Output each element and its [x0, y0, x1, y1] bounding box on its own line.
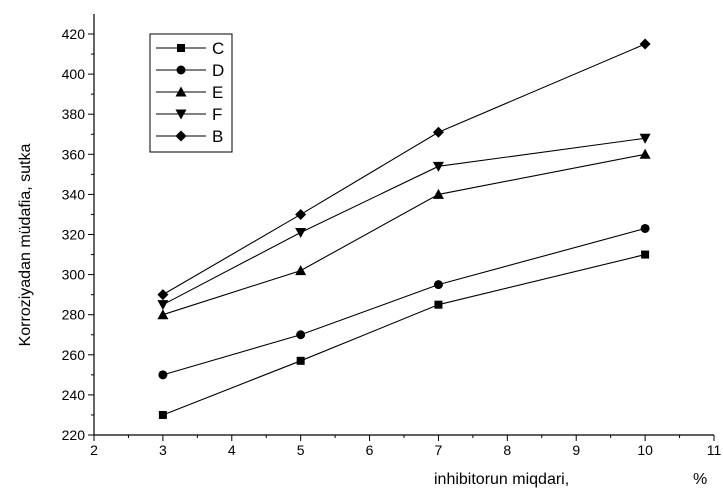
y-tick-label: 420 — [62, 26, 86, 42]
data-point-c — [641, 250, 650, 259]
y-tick-label: 340 — [62, 186, 86, 202]
legend-label-b: B — [212, 127, 223, 146]
data-point-f — [432, 161, 444, 172]
legend-label-c: C — [212, 39, 224, 58]
y-tick-label: 240 — [62, 387, 86, 403]
data-point-c — [296, 356, 305, 365]
y-tick-label: 400 — [62, 66, 86, 82]
legend-label-e: E — [212, 83, 223, 102]
data-point-e — [295, 265, 307, 276]
y-tick-label: 260 — [62, 347, 86, 363]
data-point-f — [295, 227, 307, 238]
series-f — [157, 133, 651, 311]
y-tick-label: 280 — [62, 307, 86, 323]
series-e — [157, 148, 651, 320]
series-line-d — [162, 227, 646, 376]
y-tick-label: 220 — [62, 427, 86, 443]
data-point-c — [158, 410, 167, 419]
y-axis-label: Korroziyadan müdafia, sutka — [17, 144, 34, 347]
legend-item-d: D — [156, 61, 224, 80]
legend-marker-b — [175, 130, 187, 142]
legend-marker-d — [176, 65, 186, 75]
series-c — [158, 250, 650, 419]
axes: 2 3 4 5 6 7 8 9 10 11 220 240 260 280 300 320 340 360 380 4… — [62, 14, 722, 458]
x-tick-label: 4 — [228, 442, 236, 458]
data-point-e — [157, 309, 169, 320]
data-point-e — [432, 188, 444, 199]
data-point-d — [158, 370, 168, 380]
data-point-c — [434, 300, 443, 309]
x-tick-label: 10 — [637, 442, 653, 458]
series-line-f — [162, 137, 646, 306]
legend-marker-f — [175, 109, 187, 120]
x-axis-unit: % — [693, 471, 707, 488]
data-point-e — [639, 148, 651, 159]
legend-label-d: D — [212, 61, 224, 80]
x-tick-label: 11 — [707, 442, 722, 458]
x-tick-label: 5 — [297, 442, 305, 458]
series-line-c — [162, 254, 646, 416]
legend-box — [149, 33, 233, 153]
data-point-b — [639, 38, 651, 50]
legend-label-f: F — [212, 105, 222, 124]
data-point-f — [157, 300, 169, 311]
series-line-b — [162, 43, 646, 296]
x-tick-label: 7 — [435, 442, 443, 458]
x-tick-label: 6 — [366, 442, 374, 458]
legend-marker-e — [175, 86, 187, 97]
x-tick-label: 3 — [159, 442, 167, 458]
data-point-d — [433, 280, 443, 290]
series-b — [157, 38, 651, 301]
data-point-b — [295, 208, 307, 220]
y-tick-label: 380 — [62, 106, 86, 122]
series-line-e — [162, 153, 646, 316]
y-tick-label: 360 — [62, 146, 86, 162]
y-tick-label: 300 — [62, 267, 86, 283]
x-tick-label: 9 — [572, 442, 580, 458]
legend-item-e: E — [156, 83, 223, 102]
data-point-d — [296, 330, 306, 340]
legend-item-b: B — [156, 127, 223, 146]
legend-marker-c — [177, 44, 185, 52]
data-point-d — [640, 223, 650, 233]
data-point-f — [639, 133, 651, 144]
legend-item-c: C — [156, 39, 224, 58]
series-d — [158, 223, 650, 380]
data-point-b — [157, 289, 169, 301]
x-axis-label: inhibitorun miqdari, — [434, 471, 569, 488]
data-point-b — [432, 126, 444, 138]
x-tick-label: 2 — [90, 442, 98, 458]
y-tick-label: 320 — [62, 227, 86, 243]
legend-item-f: F — [156, 105, 222, 124]
x-tick-label: 8 — [503, 442, 511, 458]
series-layer — [157, 38, 651, 419]
